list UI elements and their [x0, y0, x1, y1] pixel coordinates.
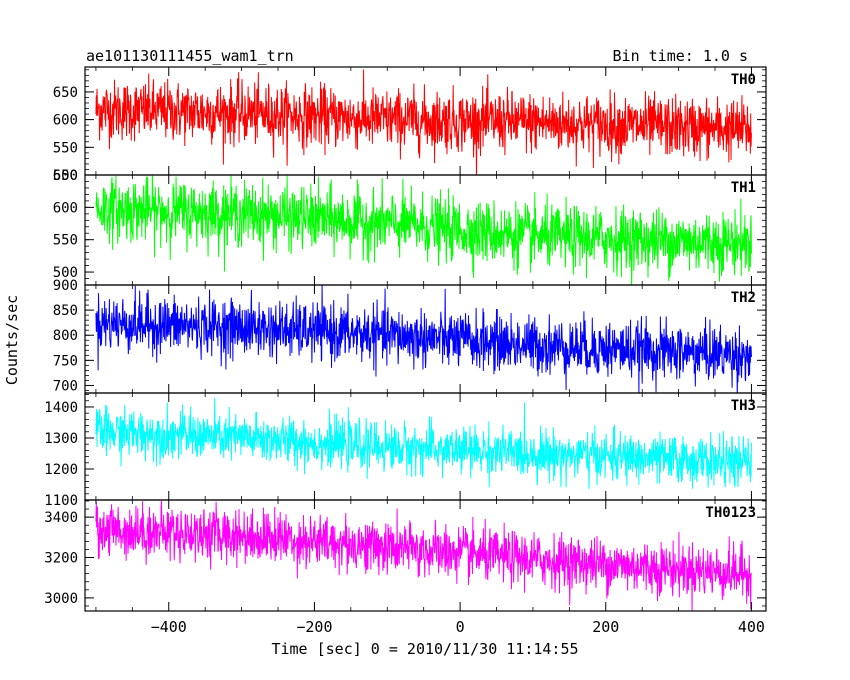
bin-time-label: Bin time: 1.0 s — [613, 47, 748, 65]
panel-frame — [84, 499, 767, 612]
x-tick-label: −200 — [296, 618, 332, 636]
series-line-th2 — [95, 285, 752, 393]
y-tick-label: 3000 — [44, 591, 78, 607]
panel-th0123: 3000 3200 3400 TH0123 — [44, 499, 767, 612]
y-tick-label: 550 — [53, 140, 78, 156]
x-tick-label: 400 — [738, 618, 765, 636]
panel-th1: 500 550 600 650 TH1 — [53, 168, 767, 286]
y-tick-label: 600 — [53, 113, 78, 129]
panel-label: TH0 — [731, 72, 756, 88]
x-axis-label: Time [sec] 0 = 2010/11/30 11:14:55 — [271, 640, 578, 658]
y-tick-label: 3400 — [44, 510, 78, 526]
y-tick-label: 1100 — [44, 493, 78, 509]
y-tick-label: 650 — [53, 85, 78, 101]
panel-th3: 1100 1200 1300 1400 TH3 — [44, 392, 767, 509]
panel-th0: 500 550 600 650 TH0 — [53, 66, 767, 184]
y-tick-label: 1400 — [44, 400, 78, 416]
y-tick-label: 1200 — [44, 462, 78, 478]
panel-label: TH3 — [731, 398, 756, 414]
y-tick-label: 1300 — [44, 431, 78, 447]
series-line-th3 — [95, 397, 752, 489]
y-tick-label: 500 — [53, 265, 78, 281]
y-tick-label: 550 — [53, 233, 78, 249]
panels-group: 500 550 600 650 TH0 500 550 600 650 TH1 700 750 800 8… — [44, 66, 767, 636]
series-line-th0123 — [95, 500, 752, 611]
panel-th2: 700 750 800 850 900 TH2 — [53, 278, 767, 394]
chart-title: ae101130111455_wam1_trn — [86, 47, 294, 65]
y-axis-label: Counts/sec — [3, 295, 21, 385]
x-tick-label: 0 — [456, 618, 465, 636]
panel-label: TH0123 — [705, 505, 756, 521]
y-tick-label: 650 — [53, 168, 78, 184]
y-tick-label: 850 — [53, 303, 78, 319]
x-tick-label: −400 — [151, 618, 187, 636]
y-tick-label: 600 — [53, 200, 78, 216]
panel-label: TH2 — [731, 290, 756, 306]
x-tick-label: 200 — [592, 618, 619, 636]
series-line-th0 — [95, 69, 752, 175]
y-tick-label: 700 — [53, 378, 78, 394]
y-tick-label: 900 — [53, 278, 78, 294]
panel-label: TH1 — [731, 180, 756, 196]
y-tick-label: 750 — [53, 353, 78, 369]
y-tick-label: 500 — [53, 168, 78, 184]
y-tick-label: 800 — [53, 328, 78, 344]
series-line-th1 — [95, 175, 752, 285]
y-tick-label: 3200 — [44, 551, 78, 567]
